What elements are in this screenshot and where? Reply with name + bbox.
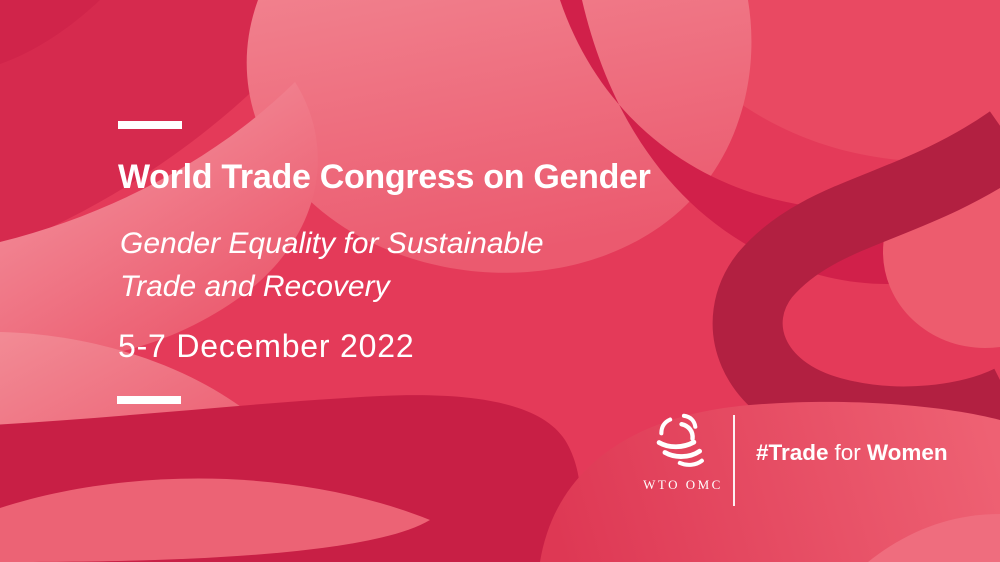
event-subtitle: Gender Equality for Sustainable Trade an… — [120, 222, 544, 308]
event-dates: 5-7 December 2022 — [118, 328, 415, 364]
subtitle-line-1: Gender Equality for Sustainable — [120, 227, 544, 260]
decorative-dash-bottom — [117, 396, 181, 404]
subtitle-line-2: Trade and Recovery — [120, 270, 390, 303]
event-title: World Trade Congress on Gender — [118, 158, 651, 196]
decorative-dash-top — [118, 121, 182, 129]
